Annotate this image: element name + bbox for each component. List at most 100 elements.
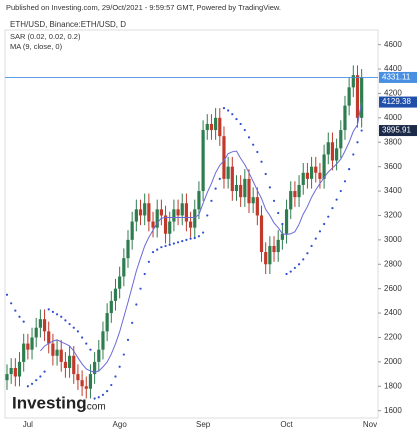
candle-body [339,130,343,149]
candle-body [280,233,284,240]
candle-body [26,343,30,350]
y-tick-label: 2600 [384,284,402,293]
sar-dot [252,143,255,146]
candle-body [38,319,42,328]
sar-dot [139,287,142,290]
sar-dot [164,244,167,248]
sar-dot [239,122,242,126]
sar-dot [135,303,138,306]
y-tick-label: 4600 [384,40,402,49]
candle-body [130,221,134,240]
candle-body [72,355,76,375]
sar-dot [318,230,322,233]
sar-dot [277,211,280,215]
candle-body [276,239,280,253]
sar-dot [114,375,117,378]
sar-dot [352,153,355,156]
sar-dot [18,315,21,318]
sar-dot [281,222,284,226]
candle-body [143,203,147,216]
sar-dot [293,266,296,270]
watermark: Investing [12,393,87,412]
sar-dot [193,236,196,240]
candle-body [230,166,234,192]
candle-body [42,319,47,332]
candle-body [264,252,268,265]
y-tick-label: 1800 [384,381,402,390]
sar-dot [10,302,13,305]
candle-body [155,209,159,228]
sar-dot [147,260,150,263]
sar-dot [168,243,171,246]
sar-dot [51,310,54,313]
sar-dot [68,322,71,326]
sar-dot [247,136,251,139]
candle-body [193,209,197,228]
sar-dot [14,309,17,312]
sar-dot [160,246,163,249]
candle-body [243,178,247,198]
candle-body [88,374,93,389]
sar-dot [360,129,363,132]
candle-body [168,221,172,234]
sar-dot [310,244,313,248]
candle-body [30,337,34,350]
candle-body [335,148,339,161]
sar-dot [172,242,175,245]
series-0-tag [379,125,417,137]
sar-dot [285,272,288,276]
sar-dot [5,293,9,296]
candle-body [355,75,360,118]
candle-body [147,203,151,222]
y-tick-label: 4400 [384,64,402,73]
candle-body [17,361,22,377]
candle-body [347,87,351,106]
candle-body [76,374,80,381]
candle-body [301,172,305,185]
sar-dot [30,382,34,385]
sar-dot [197,235,201,238]
candle-body [318,172,322,179]
y-tick-label: 3000 [384,235,402,244]
candle-body [47,331,51,344]
candle-body [180,203,184,216]
candle-body [297,184,301,198]
candle-body [105,313,109,332]
candle-body [80,380,84,387]
candle-body [314,166,318,173]
candle-body [13,367,17,377]
y-tick-label: 3800 [384,137,402,146]
x-tick-label: Oct [280,420,293,429]
sar-dot [260,160,263,163]
candle-body [284,209,289,234]
candle-body [176,209,180,216]
legend-ma: MA (9, close, 0) [10,42,63,51]
sar-dot [243,128,246,132]
sar-dot [89,348,92,351]
candle-body [330,142,335,161]
sar-dot [356,141,359,144]
candle-body [188,221,193,228]
candle-body [322,154,326,179]
sar-dot [214,187,217,190]
sar-dot [26,385,29,388]
sar-dot [218,177,221,180]
candle-body [360,77,364,118]
sar-dot [143,272,146,276]
sar-dot [231,113,234,116]
candle-body [22,343,26,362]
sar-dot [101,393,105,396]
candle-body [289,191,293,210]
sar-dot [297,263,301,266]
sar-dot [339,189,342,193]
y-tick-label: 4200 [384,89,402,98]
candle-body [172,209,176,222]
sar-dot [35,379,38,382]
y-tick-label: 2800 [384,259,402,268]
sar-dot [314,237,317,240]
ma-line [40,102,363,373]
sar-dot [222,106,226,110]
sar-dot [47,308,50,311]
candle-body [214,117,218,131]
candle-body [218,117,222,137]
